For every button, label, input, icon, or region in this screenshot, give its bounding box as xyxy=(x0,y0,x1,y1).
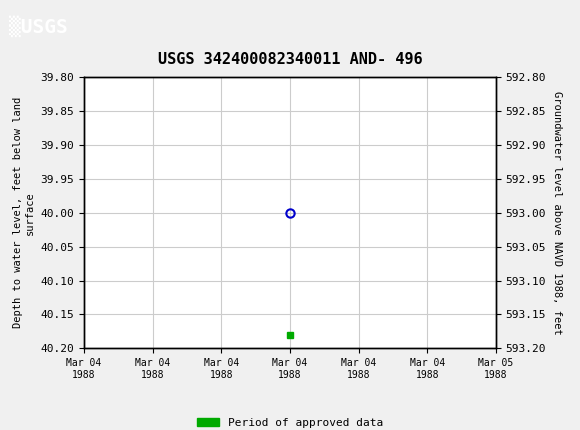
Text: USGS 342400082340011 AND- 496: USGS 342400082340011 AND- 496 xyxy=(158,52,422,67)
Y-axis label: Groundwater level above NAVD 1988, feet: Groundwater level above NAVD 1988, feet xyxy=(552,91,561,335)
Legend: Period of approved data: Period of approved data xyxy=(193,414,387,430)
Y-axis label: Depth to water level, feet below land
surface: Depth to water level, feet below land su… xyxy=(13,97,35,329)
Text: ▒USGS: ▒USGS xyxy=(9,15,67,37)
